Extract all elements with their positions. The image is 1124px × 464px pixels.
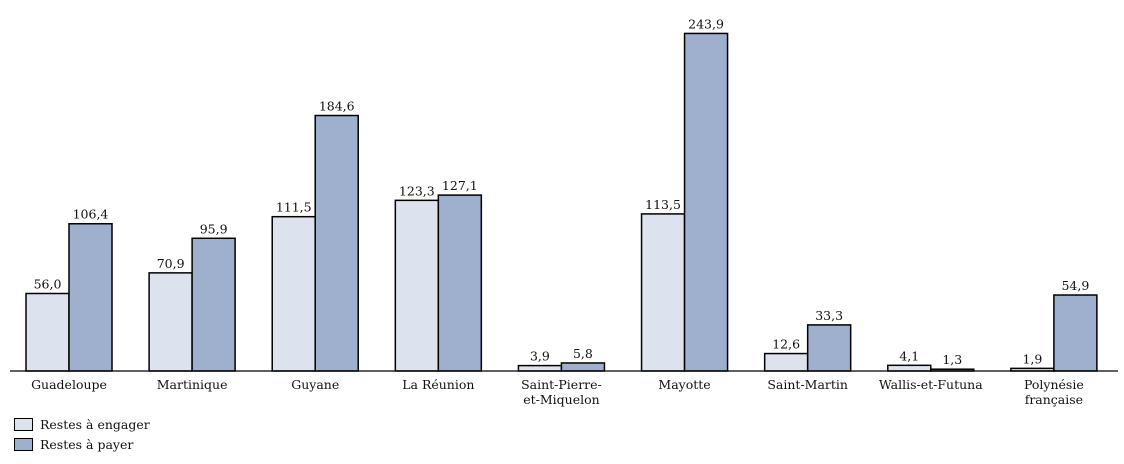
category-label-3: La Réunion xyxy=(402,377,474,392)
legend: Restes à engager Restes à payer xyxy=(14,414,150,454)
bar-restes-a-payer-2 xyxy=(314,114,359,372)
bar-restes-a-engager-2 xyxy=(271,215,316,372)
category-label-6: Saint-Martin xyxy=(767,377,848,392)
legend-swatch-restes-a-payer xyxy=(14,437,33,451)
legend-label-restes-a-payer: Restes à payer xyxy=(40,436,134,452)
data-label-restes-a-engager-7: 4,1 xyxy=(899,348,919,363)
bar-restes-a-engager-0 xyxy=(25,292,70,372)
data-label-restes-a-engager-3: 123,3 xyxy=(399,183,435,198)
category-label-5: Mayotte xyxy=(658,377,710,392)
bar-restes-a-engager-7 xyxy=(887,364,932,372)
legend-label-restes-a-engager: Restes à engager xyxy=(40,416,150,432)
data-label-restes-a-engager-6: 12,6 xyxy=(772,337,800,352)
bar-restes-a-payer-3 xyxy=(437,194,483,372)
data-label-restes-a-engager-4: 3,9 xyxy=(530,349,550,364)
bar-restes-a-payer-1 xyxy=(191,237,236,372)
bar-restes-a-payer-0 xyxy=(68,222,113,372)
bar-restes-a-payer-4 xyxy=(560,362,606,372)
legend-item-restes-a-payer: Restes à payer xyxy=(14,434,150,454)
data-label-restes-a-payer-4: 5,8 xyxy=(573,346,593,361)
category-label-4: Saint-Pierre- xyxy=(521,377,602,392)
data-label-restes-a-payer-7: 1,3 xyxy=(942,352,962,367)
data-label-restes-a-engager-1: 70,9 xyxy=(157,256,185,271)
bar-restes-a-payer-8 xyxy=(1053,294,1098,372)
data-label-restes-a-payer-1: 95,9 xyxy=(200,221,228,236)
bar-restes-a-engager-3 xyxy=(394,199,440,372)
category-label-4-line1: et-Miquelon xyxy=(523,392,599,407)
data-label-restes-a-payer-3: 127,1 xyxy=(442,178,478,193)
bar-restes-a-engager-5 xyxy=(640,213,686,372)
category-label-2: Guyane xyxy=(291,377,339,392)
category-label-8-line1: française xyxy=(1025,392,1083,407)
data-label-restes-a-payer-2: 184,6 xyxy=(319,99,355,114)
category-label-1: Martinique xyxy=(157,377,228,392)
bar-chart: 56,0 106,4 Guadeloupe 70,9 95,9 Martinique 111… xyxy=(10,16,1118,407)
data-label-restes-a-engager-8: 1,9 xyxy=(1022,351,1042,366)
bar-restes-a-payer-5 xyxy=(683,32,729,372)
category-label-0: Guadeloupe xyxy=(31,377,107,392)
category-label-8: Polynésie xyxy=(1024,377,1084,392)
legend-swatch-restes-a-engager xyxy=(14,417,33,431)
legend-item-restes-a-engager: Restes à engager xyxy=(14,414,150,434)
data-label-restes-a-payer-0: 106,4 xyxy=(73,207,109,222)
data-label-restes-a-payer-6: 33,3 xyxy=(815,308,843,323)
bar-restes-a-engager-1 xyxy=(148,272,193,372)
bar-restes-a-engager-4 xyxy=(517,364,563,372)
bar-restes-a-payer-6 xyxy=(806,324,852,372)
data-label-restes-a-engager-2: 111,5 xyxy=(276,200,312,215)
data-label-restes-a-engager-0: 56,0 xyxy=(34,276,62,291)
bar-restes-a-engager-6 xyxy=(763,352,809,372)
data-label-restes-a-payer-8: 54,9 xyxy=(1061,278,1089,293)
category-label-7: Wallis-et-Futuna xyxy=(879,377,983,392)
data-label-restes-a-payer-5: 243,9 xyxy=(688,16,724,31)
data-label-restes-a-engager-5: 113,5 xyxy=(645,197,681,212)
